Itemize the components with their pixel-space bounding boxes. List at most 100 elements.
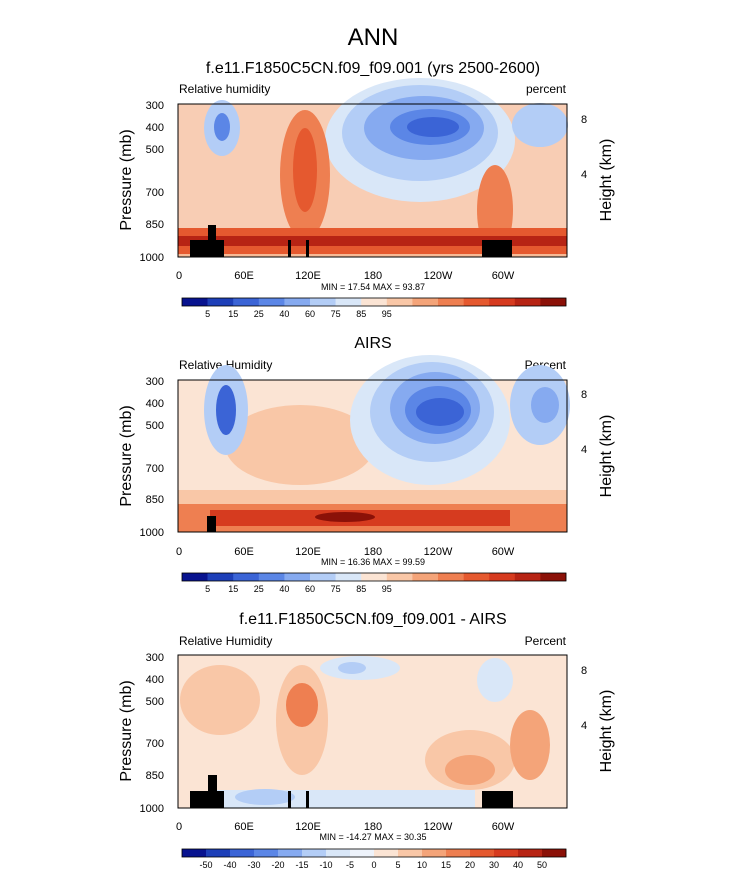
colorbar-label: 95 [382,584,392,594]
colorbar-frame [181,572,567,582]
colorbar-label: 25 [254,584,264,594]
panel-3: f.e11.F1850C5CN.f09_f09.001 - AIRS Relat… [118,611,615,870]
x-tick-label: 60E [234,546,254,558]
colorbar-label: 40 [513,860,523,870]
panel-3-ylabel: Pressure (mb) [118,680,135,781]
height-tick-label: 4 [581,444,587,456]
colorbar-label: 10 [417,860,427,870]
panel-2-plot [177,355,570,533]
panel-1-left-string: Relative humidity [179,82,270,96]
colorbar-swatch [310,573,336,581]
y-tick-label: 700 [146,463,164,475]
x-tick-label: 120E [295,546,321,558]
panel-3-right-string: Percent [525,634,567,648]
colorbar-swatch [278,849,303,857]
colorbar-swatch [463,573,490,581]
panel-2-height-ticks: 8 4 [581,389,587,456]
panel-3-frame [177,654,568,809]
colorbar-swatch [374,849,399,857]
colorbar-swatch [398,849,423,857]
colorbar-swatch [412,298,439,306]
y-tick-label: 400 [146,122,164,134]
colorbar-swatch [182,573,208,581]
colorbar-label: 5 [395,860,400,870]
colorbar-frame [181,848,567,858]
height-tick-label: 8 [581,114,587,126]
x-tick-label: 120W [424,270,453,282]
colorbar-label: 95 [382,309,392,319]
colorbar-label: 15 [228,309,238,319]
colorbar-swatch [350,849,375,857]
colorbar-label: -10 [319,860,332,870]
x-tick-label: 60W [492,546,515,558]
colorbar-swatch [494,849,519,857]
panel-2-left-string: Relative Humidity [179,358,272,372]
colorbar-swatch [310,298,336,306]
colorbar-label: 5 [205,309,210,319]
colorbar-label: 15 [441,860,451,870]
colorbar-swatch [438,573,464,581]
x-tick-label: 0 [176,546,182,558]
panel-1-right-string: percent [526,82,567,96]
colorbar-label: 75 [331,584,341,594]
colorbar-swatch [284,573,311,581]
panel-2-colorbar: 5 15 25 40 60 75 85 95 [181,572,567,594]
panel-3-height-ticks: 8 4 [581,665,587,732]
colorbar-swatch [258,298,285,306]
colorbar-swatch [361,298,388,306]
colorbar-swatch [182,298,208,306]
panel-2-ylabel-right: Height (km) [598,415,615,498]
colorbar-label: 30 [489,860,499,870]
y-tick-label: 500 [146,420,164,432]
panel-3-ylabel-right: Height (km) [598,690,615,773]
x-tick-label: 60W [492,821,515,833]
colorbar-swatch [254,849,279,857]
panel-3-terrain-e [482,791,513,808]
panel-3-terrain-d [306,791,309,808]
panel-2-dry-center [416,398,464,426]
panel-1-height-ticks: 8 4 [581,114,587,181]
panel-3-neg-upper-core [338,662,366,674]
y-tick-label: 1000 [140,527,164,539]
panel-2-boundary-max [315,512,375,522]
colorbar-label: 40 [279,584,289,594]
colorbar-label: 60 [305,309,315,319]
x-tick-label: 180 [364,821,382,833]
panel-3-y-ticks: 300 400 500 700 850 1000 [140,652,164,815]
y-tick-label: 1000 [140,803,164,815]
height-tick-label: 8 [581,389,587,401]
panel-3-plot [177,654,568,809]
colorbar-label: 25 [254,309,264,319]
colorbar-swatch [207,573,234,581]
colorbar-label: -5 [346,860,354,870]
panel-3-x-ticks: 0 60E 120E 180 120W 60W [176,821,515,833]
panel-1-boundary-core [178,236,567,246]
y-tick-label: 300 [146,652,164,664]
x-tick-label: 120E [295,270,321,282]
colorbar-swatch [489,298,516,306]
panel-1-dry-west-core [214,113,230,141]
colorbar-label: 0 [371,860,376,870]
panel-1-dry-center [407,117,459,137]
colorbar-label: -20 [271,860,284,870]
colorbar-swatch [302,849,327,857]
colorbar-swatch [233,298,260,306]
colorbar-swatch [335,573,362,581]
y-tick-label: 850 [146,770,164,782]
panel-3-terrain-a [190,791,224,808]
y-tick-label: 700 [146,187,164,199]
y-tick-label: 400 [146,674,164,686]
panel-2-dry-east-core [531,387,559,423]
colorbar-label: 85 [356,584,366,594]
height-tick-label: 8 [581,665,587,677]
panel-2-x-ticks: 0 60E 120E 180 120W 60W [176,546,515,558]
panel-3-pos-column-core [286,683,318,727]
panel-1-terrain-c [288,240,291,257]
colorbar-swatch [446,849,471,857]
x-tick-label: 60E [234,821,254,833]
x-tick-label: 120E [295,821,321,833]
panel-1-terrain-e [482,240,512,257]
x-tick-label: 180 [364,270,382,282]
colorbar-swatch [284,298,311,306]
